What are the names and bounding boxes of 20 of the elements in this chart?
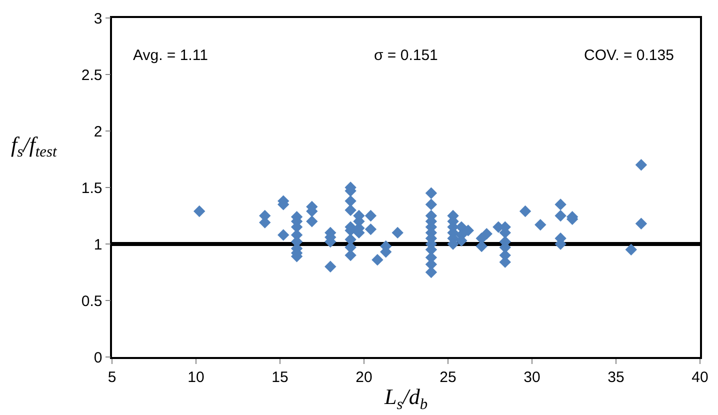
x-tick-label: 5 xyxy=(108,368,116,386)
x-tick-label: 20 xyxy=(356,368,372,386)
x-tick-label: 10 xyxy=(188,368,204,386)
annotation: Avg. = 1.11 xyxy=(133,47,208,64)
y-tick-label: 1 xyxy=(94,236,102,254)
x-axis-title: L$_{s}$/d$_{b}$ xyxy=(383,384,428,413)
x-tick-label: 30 xyxy=(524,368,540,386)
y-axis-title: f$_{s}$/f$_{test}$ xyxy=(11,132,58,161)
y-tick-label: 2 xyxy=(94,123,102,140)
y-tick-label: 2.5 xyxy=(81,66,102,84)
x-tick-label: 35 xyxy=(608,368,624,386)
x-tick-label: 25 xyxy=(440,368,456,386)
annotation: COV. = 0.135 xyxy=(584,47,674,64)
y-tick-label: 0 xyxy=(94,349,102,366)
y-tick-label: 1.5 xyxy=(81,180,102,197)
x-tick-label: 40 xyxy=(692,368,708,386)
y-tick-label: 3 xyxy=(94,10,102,28)
y-tick-label: 0.5 xyxy=(81,292,102,310)
x-tick-label: 15 xyxy=(272,368,288,386)
annotation: σ = 0.151 xyxy=(374,47,438,64)
